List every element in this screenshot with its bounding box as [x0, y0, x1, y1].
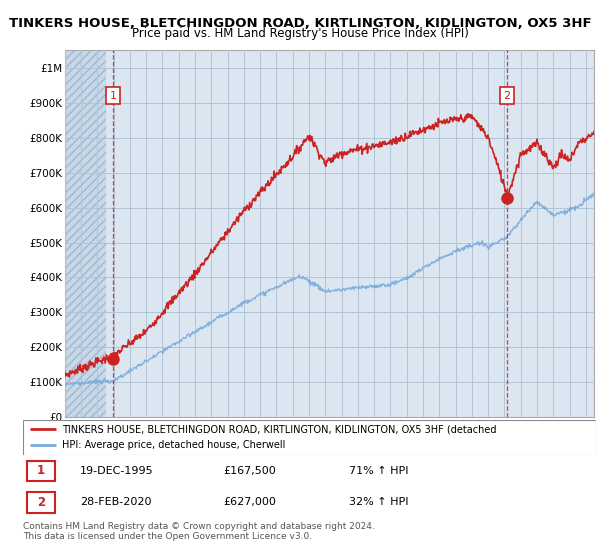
Text: HPI: Average price, detached house, Cherwell: HPI: Average price, detached house, Cher… [62, 440, 285, 450]
Text: 32% ↑ HPI: 32% ↑ HPI [349, 497, 409, 507]
Text: 28-FEB-2020: 28-FEB-2020 [80, 497, 152, 507]
Text: 19-DEC-1995: 19-DEC-1995 [80, 466, 154, 476]
Text: 2: 2 [503, 91, 511, 101]
Bar [65, 50, 106, 417]
Text: Contains HM Land Registry data © Crown copyright and database right 2024.
This d: Contains HM Land Registry data © Crown c… [23, 522, 374, 542]
FancyBboxPatch shape [28, 492, 55, 512]
Text: 71% ↑ HPI: 71% ↑ HPI [349, 466, 409, 476]
Text: 2: 2 [37, 496, 45, 509]
Text: 1: 1 [37, 464, 45, 477]
Text: TINKERS HOUSE, BLETCHINGDON ROAD, KIRTLINGTON, KIDLINGTON, OX5 3HF (detached: TINKERS HOUSE, BLETCHINGDON ROAD, KIRTLI… [62, 424, 496, 435]
FancyBboxPatch shape [28, 460, 55, 481]
Text: £627,000: £627,000 [223, 497, 276, 507]
Text: Price paid vs. HM Land Registry's House Price Index (HPI): Price paid vs. HM Land Registry's House … [131, 27, 469, 40]
Text: £167,500: £167,500 [223, 466, 276, 476]
Text: TINKERS HOUSE, BLETCHINGDON ROAD, KIRTLINGTON, KIDLINGTON, OX5 3HF: TINKERS HOUSE, BLETCHINGDON ROAD, KIRTLI… [8, 17, 592, 30]
Text: 1: 1 [110, 91, 116, 101]
